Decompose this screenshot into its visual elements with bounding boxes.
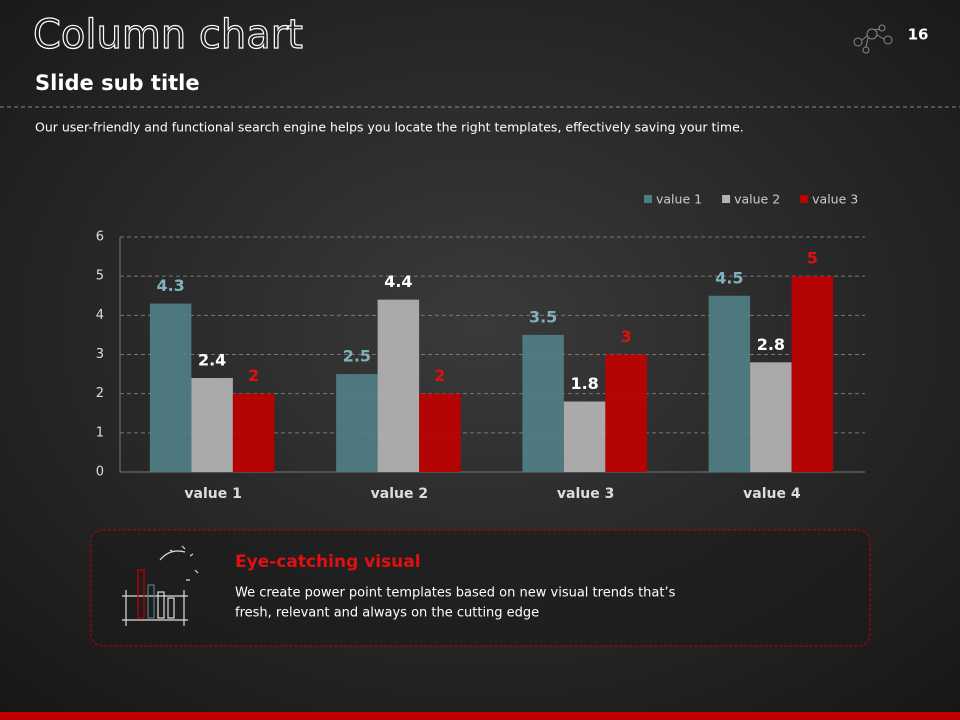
legend-label: value 1 — [656, 192, 702, 207]
description: Our user-friendly and functional search … — [35, 120, 744, 135]
y-tick-label: 3 — [96, 347, 104, 362]
bar — [377, 299, 420, 472]
data-label: 4.5 — [715, 268, 743, 287]
bar — [563, 401, 606, 472]
callout-body: We create power point templates based on… — [235, 586, 676, 601]
data-label: 3.5 — [529, 307, 557, 326]
bottom-bar — [0, 712, 960, 720]
legend-swatch — [722, 195, 731, 203]
y-tick-label: 2 — [96, 386, 104, 401]
lab-sketch-icon — [122, 545, 199, 626]
data-label: 4.3 — [156, 276, 184, 295]
callout-title: Eye-catching visual — [235, 552, 421, 572]
y-tick-label: 4 — [96, 308, 104, 323]
bar — [708, 295, 751, 472]
molecule-icon — [853, 24, 893, 54]
bar — [336, 374, 378, 472]
callout-box — [90, 529, 871, 647]
slide-subtitle: Slide sub title — [35, 71, 200, 95]
x-tick-label: value 4 — [743, 486, 801, 502]
data-label: 2 — [434, 366, 445, 385]
legend-swatch — [800, 195, 809, 203]
bar — [419, 393, 461, 472]
bar — [232, 393, 275, 472]
bar — [191, 378, 233, 472]
callout-body: fresh, relevant and always on the cuttin… — [235, 606, 539, 621]
y-tick-label: 0 — [96, 465, 104, 480]
x-tick-label: value 2 — [371, 486, 428, 502]
data-label: 1.8 — [570, 374, 598, 393]
y-tick-label: 5 — [96, 269, 104, 284]
x-tick-label: value 1 — [184, 486, 241, 502]
legend-label: value 3 — [812, 192, 858, 207]
bar — [149, 303, 192, 472]
page-number: 16 — [908, 26, 929, 44]
legend-label: value 2 — [734, 192, 780, 207]
bar — [522, 334, 564, 472]
chart: 0 1 2 3 4 5 6 value 1 value 2 value 3 value 1 4.3 2.… — [96, 192, 865, 502]
data-label: 3 — [621, 327, 632, 346]
bar — [791, 276, 834, 472]
data-label: 5 — [807, 249, 818, 268]
data-label: 4.4 — [384, 272, 412, 291]
y-tick-label: 1 — [96, 425, 104, 440]
data-label: 2.8 — [757, 335, 785, 354]
data-label: 2 — [248, 366, 259, 385]
bar — [605, 354, 647, 472]
legend-swatch — [644, 195, 652, 203]
data-label: 2.4 — [198, 351, 226, 370]
x-tick-label: value 3 — [557, 486, 614, 502]
data-label: 2.5 — [343, 347, 371, 366]
bar — [750, 362, 792, 472]
y-tick-label: 6 — [96, 230, 104, 245]
slide-title: Column chart — [33, 12, 303, 58]
